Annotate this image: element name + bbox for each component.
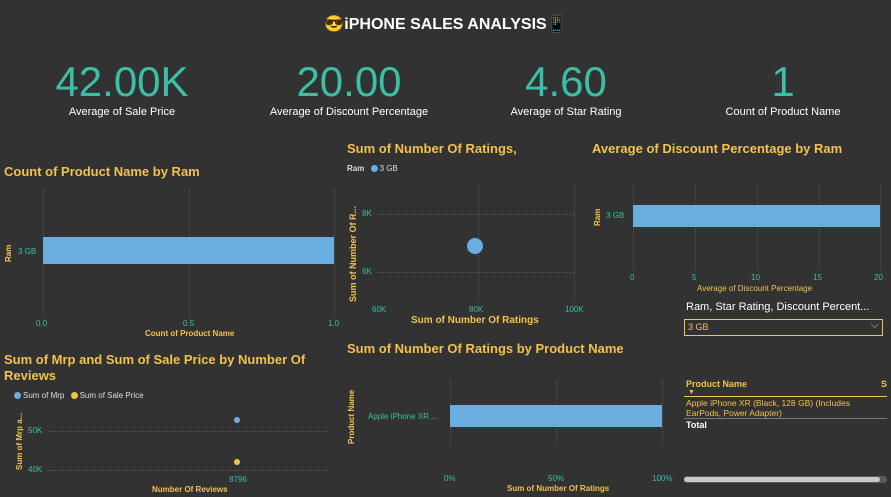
kpi-avg-sale-price-value: 42.00K [55,58,189,105]
table-header-product-name[interactable]: Product Name [686,379,748,389]
x-tick-label: 60K [372,305,387,314]
y-axis-label: Product Name [347,389,356,444]
legend-item: 3 GB [379,164,398,173]
legend-dot-icon [370,165,378,173]
scatter-point-3gb[interactable] [467,237,484,254]
slicer-title: Ram, Star Rating, Discount Percent... [686,301,870,313]
legend-dot-icon [70,392,78,400]
legend-dot-icon [14,392,21,400]
y-tick-label: 50K [28,426,43,435]
x-tick-label: 0.0 [36,319,48,328]
chart-title: Sum of Number Of Ratings, [347,141,517,156]
x-axis-label: Sum of Number Of Ratings [411,315,539,326]
y-axis-label: Sum of Mrp a... [15,412,24,470]
x-tick-label: 8796 [229,475,247,484]
chart-title: Sum of Mrp and Sum of Sale Price by Numb… [4,352,306,383]
y-tick-label: 6K [362,267,372,276]
kpi-avg-discount-label: Average of Discount Percentage [269,106,429,118]
x-tick-label: 1.0 [328,319,340,328]
scatter-point-sale-price[interactable] [234,459,240,466]
chevron-down-icon: ⌵ [870,319,879,331]
kpi-count-product-value: 1 [771,58,795,105]
legend-item: Sum of Sale Price [79,391,144,400]
slicer-dropdown[interactable]: 3 GB ⌵ [684,319,883,336]
report-title-text: iPHONE SALES ANALYSIS [344,16,547,33]
x-tick-label: 0% [444,474,456,483]
chart-title: Count of Product Name by Ram [4,164,200,179]
kpi-avg-star-rating-value: 4.60 [525,58,607,105]
phone-emoji-icon: 📱 [546,16,567,33]
table-total: Total [686,420,707,430]
y-axis-label: Sum of Number Of R... [348,205,358,302]
bar-3gb[interactable] [633,205,880,227]
x-axis-label: Number Of Reviews [152,485,228,494]
x-tick-label: 80K [469,305,484,314]
report-title: 😎iPHONE SALES ANALYSIS📱 [0,14,891,34]
scatter-point-mrp[interactable] [234,416,240,423]
x-tick-label: 10 [751,273,760,282]
legend: Ram 3 GB [347,164,398,173]
legend-title: Ram [347,164,365,173]
sort-arrow-icon: ▼ [688,389,695,396]
y-axis-label: Ram [593,208,602,226]
x-axis-label: Sum of Number Of Ratings [507,484,610,493]
x-axis-label: Average of Discount Percentage [697,284,813,293]
x-tick-label: 100K [565,305,584,314]
x-tick-label: 5 [692,273,697,282]
slicer-selected: 3 GB [688,322,709,332]
bar-3gb[interactable] [43,237,334,264]
x-axis-label: Count of Product Name [145,329,235,338]
bar-product[interactable] [450,405,662,427]
kpi-count-product-label: Count of Product Name [725,106,841,118]
chart-title: Average of Discount Percentage by Ram [592,141,843,156]
scrollbar-thumb[interactable] [684,477,880,482]
x-tick-label: 0 [630,273,635,282]
y-tick-label: 3 GB [606,211,625,220]
x-tick-label: 100% [652,474,673,483]
y-tick-label: 40K [28,465,43,474]
y-tick-label: Apple iPhone XR ... [368,412,438,421]
kpi-avg-discount-value: 20.00 [296,58,402,105]
y-tick-label: 8K [362,209,372,218]
legend: Sum of Mrp Sum of Sale Price [14,391,144,400]
sunglasses-emoji-icon: 😎 [324,16,345,33]
table-row[interactable]: Apple iPhone XR (Black, 128 GB) (Include… [686,398,850,418]
x-tick-label: 0.5 [183,319,195,328]
horizontal-scrollbar[interactable] [684,476,887,483]
x-tick-label: 20 [874,273,883,282]
y-axis-label: Ram [4,244,13,262]
y-tick-label: 3 GB [18,247,37,256]
x-tick-label: 15 [813,273,822,282]
chart-title: Sum of Number Of Ratings by Product Name [347,341,624,356]
legend-item: Sum of Mrp [23,391,65,400]
kpi-avg-sale-price-label: Average of Sale Price [68,106,176,118]
kpi-avg-star-rating-label: Average of Star Rating [510,106,622,118]
x-tick-label: 50% [548,474,565,483]
table-header-cut[interactable]: S [881,379,888,389]
